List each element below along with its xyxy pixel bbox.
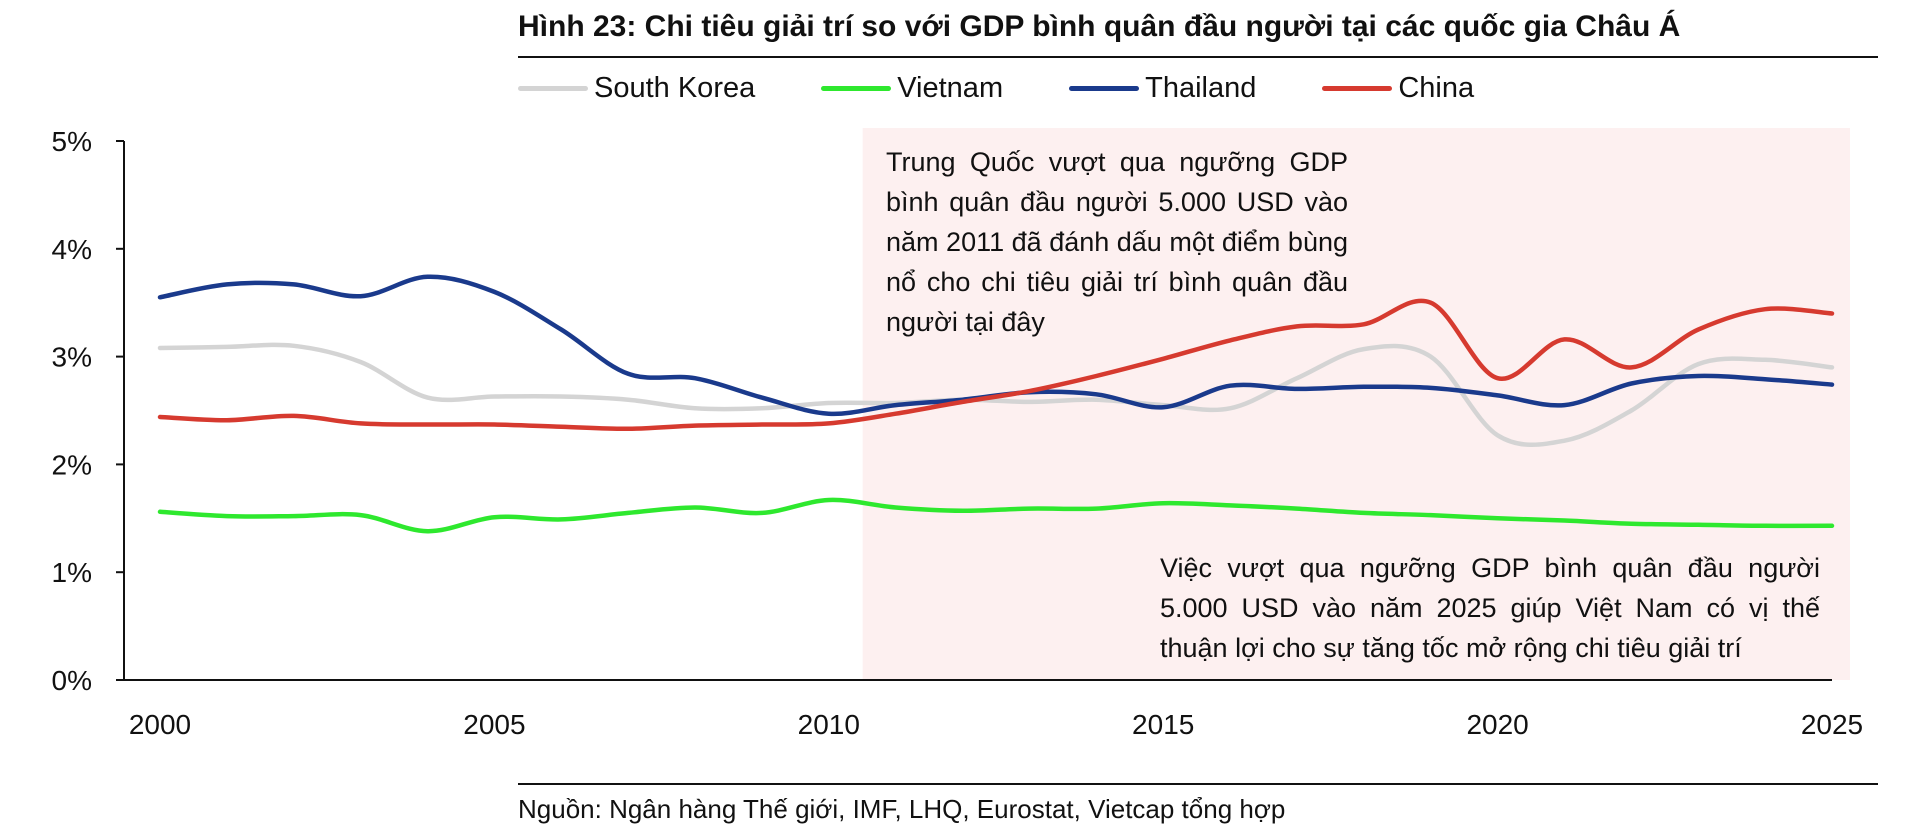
legend-label-thailand: Thailand: [1145, 72, 1257, 104]
annotation-china: Trung Quốc vượt qua ngưỡng GDP bình quân…: [886, 147, 1348, 337]
tick-labels: 0% 1% 2% 3% 4% 5% 2000 2005 2010 2015 2020 2025: [52, 126, 1864, 740]
legend-swatch-china: [1322, 86, 1393, 91]
legend-swatch-south-korea: [518, 86, 588, 91]
legend-swatch-thailand: [1069, 86, 1140, 91]
series-line-china: [157, 298, 1835, 432]
y-tick-label: 4%: [52, 234, 92, 265]
legend-item-thailand: Thailand: [1069, 72, 1256, 105]
legend-item-south-korea: South Korea: [518, 72, 755, 105]
x-tick-label: 2010: [798, 709, 860, 740]
x-tick-label: 2000: [129, 709, 191, 740]
y-tick-label: 5%: [52, 126, 92, 157]
y-tick-label: 1%: [52, 557, 92, 588]
y-tick-label: 0%: [52, 665, 92, 696]
legend-swatch-vietnam: [821, 86, 892, 91]
x-tick-label: 2015: [1132, 709, 1194, 740]
chart-title: Hình 23: Chi tiêu giải trí so với GDP bì…: [518, 10, 1681, 43]
axes: [116, 140, 1832, 681]
annotation-vietnam: Việc vượt qua ngưỡng GDP bình quân đầu n…: [1160, 553, 1820, 663]
series-layer: [157, 274, 1835, 534]
legend: South Korea Vietnam Thailand China: [518, 72, 1540, 105]
series-line-vietnam: [157, 497, 1835, 534]
legend-label-vietnam: Vietnam: [897, 72, 1004, 104]
series-line-south-korea: [157, 342, 1835, 447]
y-tick-label: 3%: [52, 342, 92, 373]
x-tick-label: 2025: [1801, 709, 1863, 740]
legend-item-vietnam: Vietnam: [821, 72, 1003, 105]
title-divider: [518, 56, 1878, 58]
legend-item-china: China: [1322, 72, 1474, 105]
source-note: Nguồn: Ngân hàng Thế giới, IMF, LHQ, Eur…: [518, 794, 1286, 824]
x-tick-label: 2005: [463, 709, 525, 740]
source-divider: [518, 783, 1878, 785]
legend-label-china: China: [1398, 72, 1475, 104]
legend-label-south-korea: South Korea: [594, 72, 756, 104]
y-tick-label: 2%: [52, 449, 92, 480]
x-tick-label: 2020: [1466, 709, 1528, 740]
